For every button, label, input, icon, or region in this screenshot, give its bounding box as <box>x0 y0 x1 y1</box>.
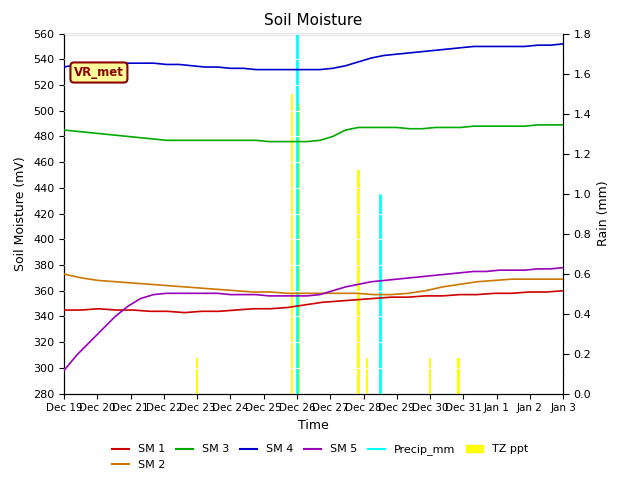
X-axis label: Time: Time <box>298 419 329 432</box>
Y-axis label: Rain (mm): Rain (mm) <box>597 181 610 246</box>
Bar <box>196 358 198 394</box>
Bar <box>457 358 460 394</box>
Bar <box>357 169 360 394</box>
Bar <box>429 358 431 394</box>
Bar <box>379 358 381 394</box>
Bar <box>298 104 300 394</box>
Bar <box>291 94 293 394</box>
Bar <box>365 358 368 394</box>
Text: VR_met: VR_met <box>74 66 124 79</box>
Y-axis label: Soil Moisture (mV): Soil Moisture (mV) <box>15 156 28 271</box>
Title: Soil Moisture: Soil Moisture <box>264 13 363 28</box>
Legend: SM 1, SM 2, SM 3, SM 4, SM 5, Precip_mm, TZ ppt: SM 1, SM 2, SM 3, SM 4, SM 5, Precip_mm,… <box>108 440 532 474</box>
